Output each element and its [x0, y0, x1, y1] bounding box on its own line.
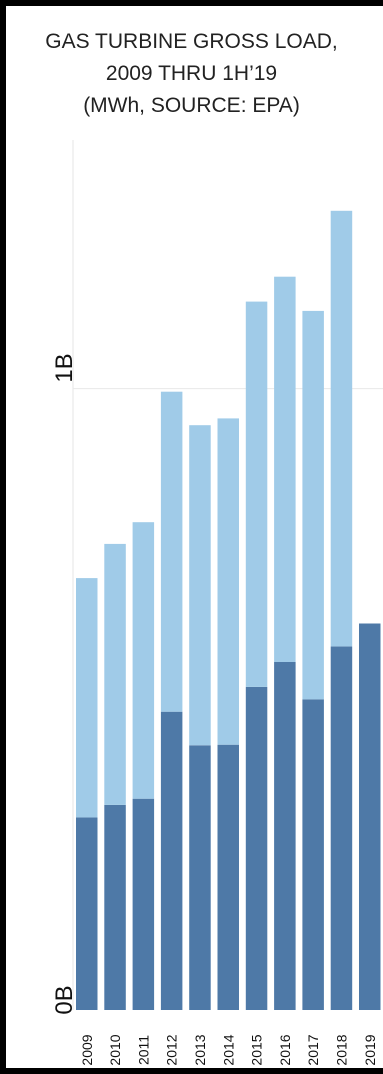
bar-2013-series-1: [189, 745, 211, 1010]
bar-2018-series-2: [330, 210, 353, 647]
x-tick-label-2019: 2019: [362, 1034, 378, 1065]
bar-2015-series-1: [245, 686, 268, 1010]
bar-2017-series-1: [302, 699, 324, 1010]
bars: [76, 210, 381, 1010]
x-tick-label-2009: 2009: [79, 1034, 95, 1065]
chart-title-line-1: GAS TURBINE GROSS LOAD,: [45, 30, 338, 53]
bar-2009-series-1: [76, 817, 98, 1010]
y-tick-label-0: 0B: [51, 985, 78, 1014]
y-tick-label-1: 1B: [51, 353, 78, 382]
x-tick-label-2013: 2013: [192, 1034, 208, 1065]
bar-2010-series-2: [104, 543, 126, 805]
x-tick-label-2018: 2018: [334, 1034, 350, 1065]
x-tick-label-2014: 2014: [220, 1034, 236, 1065]
bar-2015-series-2: [245, 301, 268, 687]
bar-2012-series-2: [160, 391, 183, 712]
x-tick-label-2011: 2011: [135, 1035, 151, 1065]
x-tick-label-2010: 2010: [107, 1034, 123, 1065]
chart-title: GAS TURBINE GROSS LOAD, 2009 THRU 1H’19 …: [0, 26, 383, 122]
bar-2014-series-1: [217, 744, 239, 1010]
bar-2009-series-2: [76, 578, 98, 818]
chart-title-line-3: (MWh, SOURCE: EPA): [83, 94, 300, 117]
y-axis: 0B 1B: [51, 353, 78, 1014]
x-tick-label-2012: 2012: [164, 1034, 180, 1065]
x-axis: 2009 2010 2011 2012 2013 2014 2015 2016 2017 2018…: [79, 1034, 378, 1065]
bar-2016-series-1: [274, 662, 296, 1010]
bar-2012-series-1: [160, 711, 183, 1010]
x-tick-label-2017: 2017: [305, 1034, 321, 1065]
bar-2013-series-2: [189, 425, 211, 746]
bar-2011-series-2: [132, 522, 155, 799]
bar-2010-series-1: [104, 804, 126, 1010]
bar-2019-series-1: [359, 623, 381, 1010]
bar-2014-series-2: [217, 418, 239, 745]
x-tick-label-2016: 2016: [277, 1034, 293, 1065]
bar-2017-series-2: [302, 310, 324, 700]
bar-2018-series-1: [330, 646, 353, 1010]
bar-2016-series-2: [274, 276, 296, 662]
chart-title-line-2: 2009 THRU 1H’19: [105, 62, 278, 85]
bar-2011-series-1: [132, 798, 155, 1010]
x-tick-label-2015: 2015: [249, 1034, 265, 1065]
